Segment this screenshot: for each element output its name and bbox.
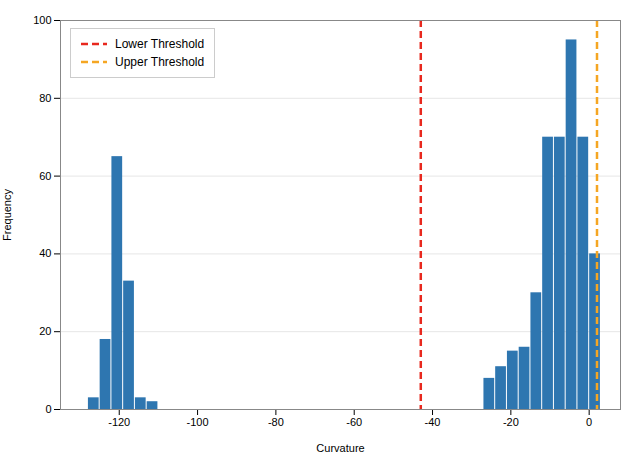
html-text:Lower Threshold: Lower Threshold xyxy=(115,37,205,51)
svg-text:0: 0 xyxy=(586,416,592,428)
svg-text:Curvature: Curvature xyxy=(316,442,364,454)
svg-text:60: 60 xyxy=(39,170,51,182)
svg-text:-40: -40 xyxy=(425,416,441,428)
svg-text:80: 80 xyxy=(39,92,51,104)
svg-text:40: 40 xyxy=(39,247,51,259)
svg-text:-100: -100 xyxy=(187,416,209,428)
svg-text:-20: -20 xyxy=(503,416,519,428)
svg-text:-80: -80 xyxy=(268,416,284,428)
svg-text:Frequency: Frequency xyxy=(1,189,13,241)
html-text:Upper Threshold: Upper Threshold xyxy=(115,55,205,69)
svg-text:20: 20 xyxy=(39,325,51,337)
svg-text:0: 0 xyxy=(45,403,51,415)
svg-text:-120: -120 xyxy=(108,416,130,428)
svg-text:100: 100 xyxy=(33,14,51,26)
svg-text:-60: -60 xyxy=(346,416,362,428)
